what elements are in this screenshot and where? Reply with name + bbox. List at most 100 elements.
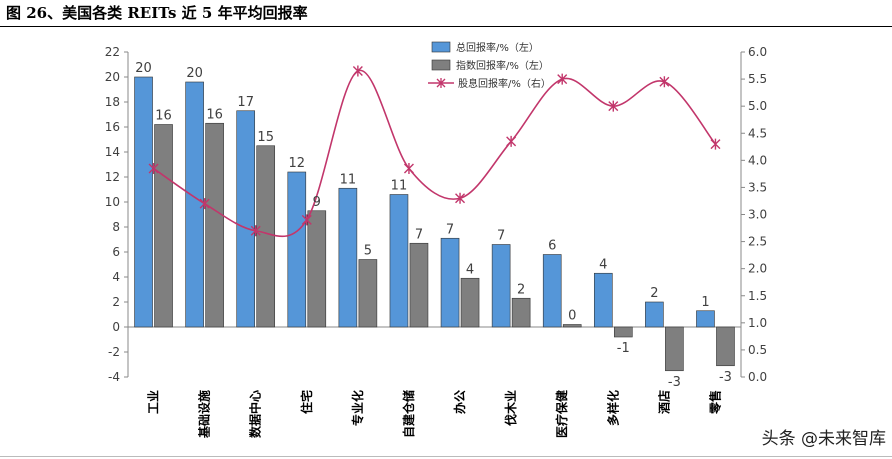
bar-total-return: [542, 254, 562, 328]
category-label: 基础设施: [197, 390, 212, 439]
y-tick-label-right: 5.5: [748, 72, 767, 86]
y-tick-label-left: 4: [112, 270, 120, 284]
data-label-index-return: 9: [313, 195, 321, 210]
data-label-index-return: -3: [668, 375, 681, 390]
dividend-return-point: [659, 76, 670, 88]
data-label-index-return: 2: [517, 282, 525, 297]
bottom-rule: [0, 456, 892, 457]
data-label-total-return: 4: [599, 257, 607, 272]
dividend-return-point: [403, 162, 414, 174]
bar-index-return: [307, 210, 327, 328]
bar-index-return: [562, 324, 582, 328]
data-label-total-return: 20: [186, 66, 203, 81]
legend-marker-dividend-return: [436, 78, 446, 88]
data-label-total-return: 20: [135, 61, 152, 76]
bar-total-return: [593, 272, 613, 328]
y-tick-label-left: -4: [108, 370, 120, 384]
bar-index-return: [665, 326, 684, 372]
data-label-total-return: 17: [237, 95, 254, 110]
dividend-return-point: [608, 100, 619, 112]
bar-index-return: [716, 326, 735, 367]
bar-index-return: [409, 242, 429, 328]
data-label-total-return: 12: [289, 156, 306, 171]
bar-index-return: [613, 326, 633, 338]
watermark-text: 头条 @未来智库: [761, 429, 886, 449]
legend-label-dividend-return: 股息回报率/%（右）: [458, 77, 551, 90]
y-tick-label-right: 0.5: [748, 343, 767, 357]
y-tick-label-left: 22: [105, 45, 120, 59]
bar-total-return: [338, 187, 358, 328]
y-tick-label-right: 2.5: [748, 235, 767, 249]
bar-total-return: [236, 110, 256, 328]
category-label: 零售: [707, 390, 722, 415]
bar-total-return: [440, 237, 460, 328]
data-label-total-return: 6: [548, 239, 556, 254]
bar-index-return: [460, 277, 480, 328]
y-tick-label-left: 6: [112, 245, 120, 259]
category-label: 住宅: [299, 390, 314, 414]
y-tick-label-right: 1.5: [748, 289, 767, 303]
legend-swatch-total-return: [431, 41, 451, 53]
y-tick-label-right: 6.0: [748, 45, 767, 59]
y-tick-label-right: 3.5: [748, 180, 767, 194]
y-tick-label-right: 4.0: [748, 153, 767, 167]
dividend-return-point: [301, 214, 312, 226]
dividend-return-point: [352, 65, 363, 77]
bar-total-return: [645, 301, 664, 328]
data-label-index-return: 16: [155, 109, 172, 124]
y-tick-label-left: 2: [112, 295, 120, 309]
dividend-return-point: [455, 192, 466, 204]
legend-label-total-return: 总回报率/%（左）: [456, 41, 539, 54]
category-label: 数据中心: [248, 390, 263, 438]
dividend-return-point: [199, 198, 210, 210]
y-tick-label-left: 20: [105, 70, 120, 84]
dividend-return-point: [710, 138, 721, 150]
legend-label-index-return: 指数回报率/%（左）: [456, 59, 549, 72]
category-label: 自建仓储: [401, 390, 416, 438]
y-tick-label-left: 14: [105, 145, 120, 159]
dividend-return-point: [557, 73, 568, 85]
data-label-total-return: 2: [650, 286, 658, 301]
category-label: 工业: [146, 390, 161, 414]
y-tick-label-right: 3.0: [748, 208, 767, 222]
category-label: 专业化: [350, 390, 365, 426]
y-tick-label-right: 1.0: [748, 316, 767, 330]
bar-total-return: [134, 76, 153, 328]
y-tick-label-left: 0: [112, 320, 120, 334]
bar-total-return: [287, 171, 307, 328]
y-tick-label-left: 8: [112, 220, 120, 234]
legend-swatch-index-return: [431, 59, 451, 71]
data-label-total-return: 7: [446, 222, 454, 237]
category-label: 酒店: [656, 390, 671, 414]
data-label-total-return: 11: [340, 172, 357, 187]
data-label-index-return: 0: [568, 309, 576, 324]
y-tick-label-left: 18: [105, 95, 120, 109]
category-label: 多样化: [605, 390, 620, 426]
dividend-return-point: [506, 135, 517, 147]
category-label: 医疗保健: [554, 389, 569, 438]
y-tick-label-right: 4.5: [748, 126, 767, 140]
data-label-index-return: -1: [617, 341, 630, 356]
y-tick-label-left: -2: [108, 345, 120, 359]
dividend-return-point: [250, 225, 261, 237]
figure-title: 图 26、美国各类 REITs 近 5 年平均回报率: [6, 4, 308, 22]
bar-index-return: [358, 259, 378, 328]
bar-index-return: [511, 297, 531, 328]
data-label-index-return: -3: [719, 370, 732, 385]
y-tick-label-right: 5.0: [748, 99, 767, 113]
bar-index-return: [256, 145, 276, 328]
bar-total-return: [185, 81, 204, 328]
data-label-index-return: 7: [415, 227, 423, 242]
y-tick-label-left: 12: [105, 170, 120, 184]
y-tick-label-left: 10: [105, 195, 120, 209]
data-label-total-return: 1: [701, 295, 709, 310]
data-label-total-return: 7: [497, 229, 505, 244]
data-label-index-return: 4: [466, 262, 474, 277]
bar-index-return: [205, 122, 224, 328]
category-label: 办公: [452, 390, 467, 414]
y-tick-label-right: 0.0: [748, 370, 767, 384]
data-label-total-return: 11: [391, 179, 408, 194]
title-rule: [0, 26, 892, 27]
data-label-index-return: 5: [364, 244, 372, 259]
